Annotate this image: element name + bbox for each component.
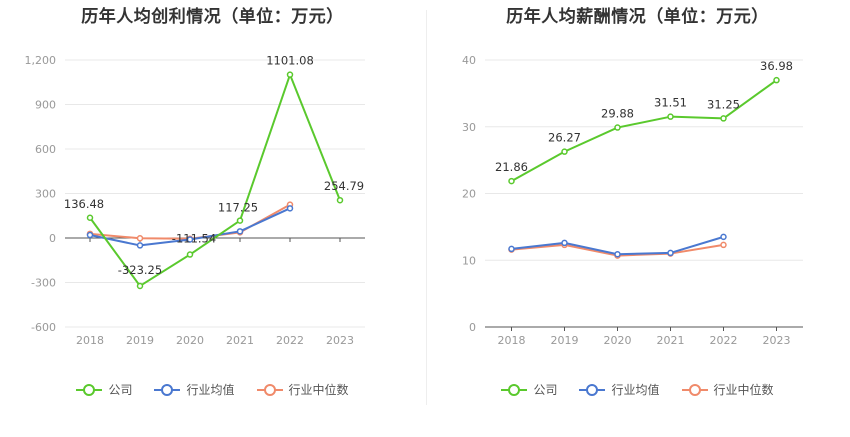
company-data-point xyxy=(720,115,727,122)
company-series-line xyxy=(89,73,341,287)
industry-avg-data-point xyxy=(286,205,294,212)
legend: 公司 行业均值 行业中位数 xyxy=(0,381,425,398)
industry-avg-data-point xyxy=(508,245,515,253)
y-tick-label: -600 xyxy=(31,321,56,334)
company-data-point xyxy=(667,113,674,120)
y-tick-label: 900 xyxy=(35,99,56,112)
industry-avg-data-point xyxy=(136,242,144,249)
industry-median-data-point xyxy=(136,235,144,242)
legend-item-company[interactable]: 公司 xyxy=(501,381,557,398)
y-tick-label: 40 xyxy=(462,54,476,67)
industry-median-data-point xyxy=(720,241,727,249)
data-label: 1101.08 xyxy=(266,54,314,68)
company-data-point xyxy=(561,148,568,155)
legend-marker-industry-median xyxy=(681,383,708,397)
industry-avg-data-point xyxy=(561,239,568,247)
x-tick-label: 2019 xyxy=(126,334,154,347)
company-data-point xyxy=(336,196,344,204)
legend: 公司 行业均值 行业中位数 xyxy=(425,381,850,398)
y-tick-label: 0 xyxy=(469,321,476,334)
legend-marker-company xyxy=(501,383,528,397)
profit-chart-plot: 1,200 900 600 300 0 -300 -600 2018 2019 2020 2021 2… xyxy=(25,54,365,347)
x-tick-label: 2023 xyxy=(763,334,791,347)
y-tick-label: 0 xyxy=(49,232,56,245)
x-tick-label: 2021 xyxy=(226,334,254,347)
data-label: -323.25 xyxy=(118,263,162,277)
industry-avg-data-point xyxy=(86,231,94,239)
industry-avg-data-point xyxy=(614,250,621,258)
data-label: 26.27 xyxy=(548,131,581,145)
industry-avg-data-point xyxy=(186,236,194,243)
company-data-point xyxy=(508,177,515,185)
x-tick-label: 2023 xyxy=(326,334,354,347)
x-tick-label: 2020 xyxy=(604,334,632,347)
company-data-point xyxy=(186,251,194,258)
data-label: 117.25 xyxy=(218,201,258,215)
data-label: 254.79 xyxy=(324,179,364,193)
data-label: 31.25 xyxy=(707,97,740,111)
data-label: 31.51 xyxy=(654,96,687,110)
industry-avg-data-point xyxy=(720,233,727,241)
industry-avg-data-point xyxy=(236,228,244,235)
data-label: 29.88 xyxy=(601,107,634,121)
y-tick-label: 1,200 xyxy=(25,54,57,67)
x-tick-label: 2022 xyxy=(710,334,738,347)
data-label: 136.48 xyxy=(64,197,104,211)
legend-marker-industry-avg xyxy=(579,383,606,397)
legend-marker-industry-avg xyxy=(154,383,181,397)
industry-avg-data-point xyxy=(667,249,674,257)
x-tick-label: 2018 xyxy=(498,334,526,347)
legend-label: 公司 xyxy=(108,383,133,397)
x-tick-label: 2018 xyxy=(76,334,104,347)
company-series-line xyxy=(511,79,778,182)
data-label: 21.86 xyxy=(495,160,528,174)
profit-per-capita-chart: 历年人均创利情况（单位：万元） 1,200 900 600 300 0 -300 -600 2… xyxy=(0,7,425,398)
y-tick-label: 30 xyxy=(462,121,476,134)
panel-divider xyxy=(426,10,427,405)
legend-item-industry-avg[interactable]: 行业均值 xyxy=(579,381,660,398)
company-data-point xyxy=(286,71,294,78)
x-tick-label: 2019 xyxy=(551,334,579,347)
y-tick-label: 600 xyxy=(35,143,56,156)
x-tick-label: 2022 xyxy=(276,334,304,347)
y-tick-label: 300 xyxy=(35,188,56,201)
legend-label: 公司 xyxy=(533,383,558,397)
chart-title: 历年人均创利情况（单位：万元） xyxy=(81,7,344,27)
salary-per-capita-chart: 历年人均薪酬情况（单位：万元） 40 30 20 10 0 2018 2019 2020 202… xyxy=(425,0,850,437)
y-tick-label: -300 xyxy=(31,277,56,290)
y-tick-label: 20 xyxy=(462,188,476,201)
legend-label: 行业中位数 xyxy=(713,383,774,397)
x-tick-label: 2021 xyxy=(657,334,685,347)
legend-item-company[interactable]: 公司 xyxy=(76,381,132,398)
company-data-point xyxy=(86,214,94,222)
legend-label: 行业中位数 xyxy=(288,383,349,397)
y-tick-label: 10 xyxy=(462,254,476,267)
company-data-point xyxy=(773,76,780,84)
data-label: 36.98 xyxy=(760,59,793,73)
legend-label: 行业均值 xyxy=(186,383,235,397)
company-data-point xyxy=(236,217,244,224)
legend-label: 行业均值 xyxy=(611,383,660,397)
company-data-point xyxy=(136,282,144,290)
legend-marker-company xyxy=(76,383,103,397)
x-tick-label: 2020 xyxy=(176,334,204,347)
legend-item-industry-median[interactable]: 行业中位数 xyxy=(256,381,349,398)
legend-item-industry-median[interactable]: 行业中位数 xyxy=(681,381,774,398)
salary-chart-plot: 40 30 20 10 0 2018 2019 2020 2021 2022 2023 21.86 26… xyxy=(462,54,803,347)
legend-item-industry-avg[interactable]: 行业均值 xyxy=(154,381,235,398)
legend-marker-industry-median xyxy=(256,383,283,397)
data-label: -111.54 xyxy=(172,232,216,246)
chart-title: 历年人均薪酬情况（单位：万元） xyxy=(506,7,769,27)
company-data-point xyxy=(614,124,621,131)
